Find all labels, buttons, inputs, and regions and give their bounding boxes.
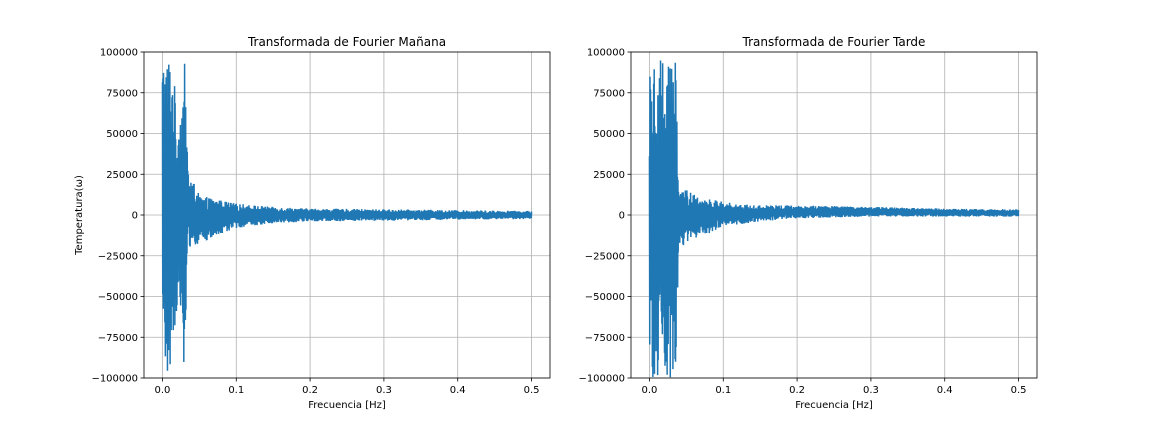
x-tick-label: 0.3 [376,385,392,396]
chart-title: Transformada de Fourier Mañana [247,35,446,49]
y-tick-label: 50000 [106,129,138,140]
chart-title: Transformada de Fourier Tarde [742,35,926,49]
y-tick-label: −100000 [91,374,138,385]
y-tick-label: 0 [619,211,625,222]
x-axis-label: Frecuencia [Hz] [308,400,386,411]
y-tick-label: −50000 [98,292,138,303]
x-tick-label: 0.2 [302,385,318,396]
chart-panel-1: 0.0 0.1 0.2 0.3 0.4 0.5 −100000 −75000 −50000 −25… [74,35,551,411]
x-tick-label: 0.4 [937,385,953,396]
series-line [161,63,533,371]
y-axis-label: Temperatura(ω) [74,175,85,256]
x-tick-label: 0.4 [450,385,466,396]
x-axis-label: Frecuencia [Hz] [795,400,873,411]
x-tick-label: 0.1 [715,385,731,396]
y-tick-label: 25000 [106,170,138,181]
x-tick-label: 0.5 [1011,385,1027,396]
x-tick-label: 0.2 [789,385,805,396]
series-line [648,60,1020,378]
y-tick-label: −100000 [578,374,625,385]
y-tick-label: 100000 [587,48,625,59]
x-tick-label: 0.5 [524,385,540,396]
x-tick-label: 0.0 [155,385,171,396]
y-tick-label: 75000 [593,88,625,99]
y-tick-label: −75000 [585,333,625,344]
y-tick-label: 50000 [593,129,625,140]
y-tick-label: 100000 [100,48,138,59]
y-tick-label: −25000 [585,251,625,262]
y-tick-label: 0 [132,211,138,222]
y-tick-label: −25000 [98,251,138,262]
x-tick-label: 0.1 [228,385,244,396]
x-tick-label: 0.0 [642,385,658,396]
y-tick-label: −75000 [98,333,138,344]
chart-panel-2: 0.0 0.1 0.2 0.3 0.4 0.5 −100000 −75000 −50000 −25… [578,35,1038,411]
y-tick-label: 75000 [106,88,138,99]
y-tick-label: 25000 [593,170,625,181]
y-tick-label: −50000 [585,292,625,303]
x-tick-label: 0.3 [863,385,879,396]
